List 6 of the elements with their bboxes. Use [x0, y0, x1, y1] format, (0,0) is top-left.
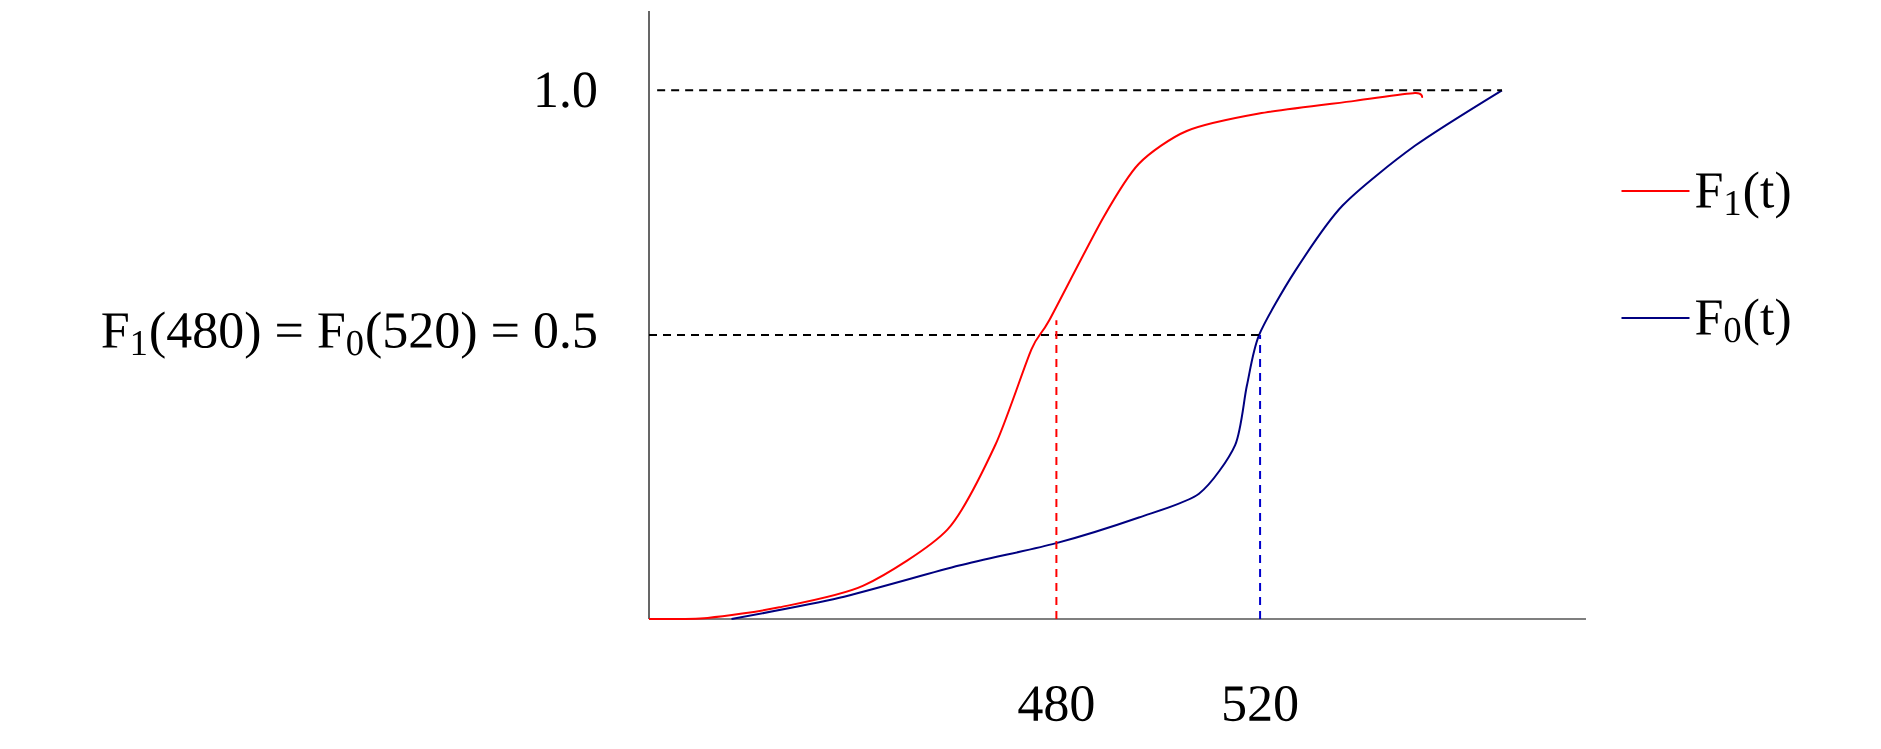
- x-tick-label: 520: [1224, 686, 1298, 722]
- text: 1.0: [537, 72, 596, 108]
- x-tick-label: 480: [1018, 686, 1094, 722]
- legend-label: F$_{0}$(t): [1696, 298, 1790, 346]
- annotation: F$_{1}$(480) = F$_{0}$(520) = 0.5: [102, 311, 596, 359]
- legend-label: F$_{1}$(t): [1696, 171, 1790, 219]
